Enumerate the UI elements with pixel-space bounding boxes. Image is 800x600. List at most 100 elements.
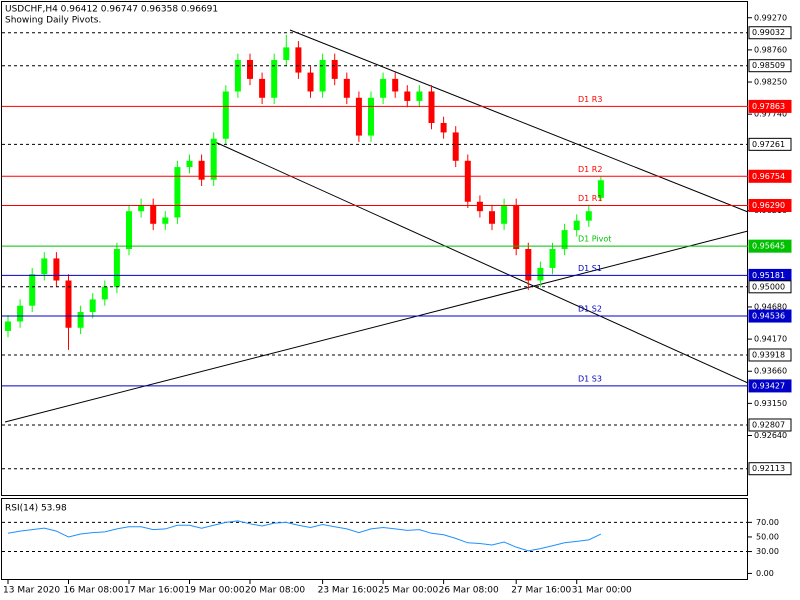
candle-body [319,59,326,92]
trend-line [214,141,749,384]
candle-body [416,91,423,101]
x-tick-label: 17 Mar 16:00 [124,586,184,596]
candle-body [271,59,278,98]
candle-body [597,180,604,198]
symbol-info: USDCHF,H4 0.96412 0.96747 0.96358 0.9669… [5,5,218,15]
candle-body [585,211,592,221]
pivot-note: Showing Daily Pivots. [5,16,101,26]
level-box [748,169,792,183]
candle-body [561,230,568,249]
candle-body [368,97,374,136]
rsi-line [7,520,602,552]
y-tick-label: 70.00 [756,518,779,527]
level-label: 0.96754 [752,172,785,181]
candle-body [476,201,483,212]
level-box [748,418,792,432]
y-tick-label: 0.98250 [754,78,787,87]
level-label: 0.99032 [752,28,785,37]
candle-body [489,211,495,224]
level-box [748,199,792,213]
candle-body [295,47,302,73]
main-frame [1,1,748,496]
x-tick-label: 26 Mar 08:00 [439,586,499,596]
candle-body [234,59,241,92]
pivot-name: D1 R1 [578,194,602,203]
level-box [748,348,792,362]
level-label: 0.93427 [752,381,785,390]
level-label: 0.97863 [752,102,785,111]
candle-body [41,258,48,275]
candle-body [65,280,72,328]
y-tick-label: 0.98760 [754,45,787,54]
y-tick-label: 0.94170 [754,335,787,344]
candle-body [89,299,96,313]
pivot-name: D1 S1 [578,264,602,273]
candle-body [537,267,544,281]
candle-body [380,78,387,98]
candle-body [307,72,314,92]
pivot-name: D1 S3 [578,374,602,383]
candle-body [210,138,217,180]
candle-body [126,211,132,249]
y-tick-label: 0.93660 [754,367,787,376]
y-tick-label: 30.00 [756,547,779,556]
level-label: 0.93918 [752,350,785,359]
candle-body [17,305,24,322]
y-tick-label: 0.92640 [754,431,787,440]
candle-body [501,204,508,224]
level-box [748,137,792,151]
candle-body [101,286,108,300]
candle-body [573,220,580,231]
candle-body [174,167,181,218]
candle-body [162,217,169,224]
candle-body [428,91,435,123]
candle-body [186,160,193,168]
candle-body [452,132,459,161]
x-tick-label: 19 Mar 00:00 [185,586,245,596]
trend-line [4,230,749,423]
level-label: 0.95000 [752,282,785,291]
x-tick-label: 23 Mar 16:00 [318,586,378,596]
rsi-frame [1,498,748,580]
level-box [748,99,792,113]
y-tick-label: 0.93150 [754,399,787,408]
x-tick-label: 16 Mar 08:00 [64,586,124,596]
candle-body [464,160,471,202]
level-box [748,280,792,294]
level-label: 0.92807 [752,420,785,429]
y-tick-label: 0.00 [756,569,774,578]
level-label: 0.95645 [752,242,785,251]
pivot-name: D1 S2 [578,305,602,314]
pivot-name: D1 Pivot [578,235,611,244]
candle-body [138,204,145,212]
candle-body [77,312,84,328]
candle-body [549,249,556,268]
candle-body [343,78,350,98]
x-tick-label: 20 Mar 08:00 [245,586,305,596]
level-label: 0.95181 [752,271,785,280]
level-box [748,379,792,393]
candle-body [440,122,447,133]
y-tick-label: 50.00 [756,532,779,541]
level-box [748,26,792,40]
candle-body [113,249,120,287]
candle-body [198,160,205,180]
pivot-name: D1 R2 [578,165,602,174]
x-tick-label: 31 Mar 00:00 [572,586,632,596]
level-label: 0.92113 [752,464,785,473]
candle-body [150,204,157,224]
level-label: 0.96290 [752,201,785,210]
y-tick-label: 0.97740 [754,110,787,119]
candle-body [525,249,532,281]
candle-body [247,59,253,79]
level-box [748,59,792,73]
level-box [748,239,792,253]
candle-body [283,47,290,60]
x-tick-label: 13 Mar 2020 [3,586,60,596]
level-label: 0.97261 [752,140,785,149]
level-label: 0.94536 [752,312,785,321]
pivot-name: D1 R3 [578,95,602,104]
x-tick-label: 25 Mar 00:00 [378,586,438,596]
